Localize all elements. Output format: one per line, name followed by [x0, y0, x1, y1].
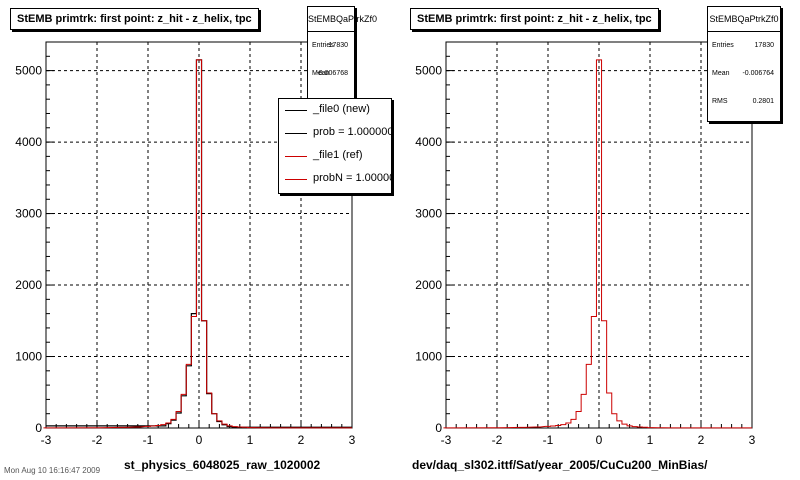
legend-line-probn — [285, 179, 307, 180]
left-series-ref — [43, 59, 352, 429]
right-y-tick-label: 3000 — [415, 207, 442, 221]
right-x-tick-label: 3 — [749, 433, 756, 447]
left-x-tick-label: -1 — [143, 433, 154, 447]
left-y-tick-label: 2000 — [15, 278, 42, 292]
left-y-tick-label: 1000 — [15, 350, 42, 364]
left-stats-name: StEMBQaPtrkZf0 — [308, 7, 377, 32]
right-x-tick-label: 2 — [698, 433, 705, 447]
left-x-tick-label: 2 — [298, 433, 305, 447]
right-x-tick-label: -2 — [492, 433, 503, 447]
left-x-tick-label: -3 — [41, 433, 52, 447]
footer-timestamp: Mon Aug 10 16:16:47 2009 — [4, 466, 101, 475]
left-stats-box: StEMBQaPtrkZf0 Entries 17830 Mean -0.006… — [307, 6, 377, 100]
right-y-tick-label: 4000 — [415, 135, 442, 149]
legend-entry-file0: _file0 (new) — [279, 99, 391, 122]
legend-label-file0: _file0 (new) — [313, 103, 370, 115]
legend-entry-prob: prob = 1.000000 — [279, 122, 391, 145]
right-stats-rms-row: RMS 0.2801 — [708, 88, 780, 116]
legend-line-prob — [285, 133, 307, 134]
left-y-tick-label: 4000 — [15, 135, 42, 149]
legend-box: _file0 (new) prob = 1.000000 _file1 (ref… — [278, 98, 392, 194]
left-y-tick-label: 3000 — [15, 207, 42, 221]
right-x-tick-label: 0 — [596, 433, 603, 447]
right-stats-mean-row: Mean -0.006764 — [708, 60, 780, 88]
left-x-axis-label: st_physics_6048025_raw_1020002 — [124, 458, 321, 472]
right-x-tick-label: 1 — [647, 433, 654, 447]
right-stats-mean-value: -0.006764 — [742, 70, 774, 77]
right-series-ref — [443, 59, 752, 429]
right-stats-rms-label: RMS — [712, 98, 728, 105]
right-y-tick-label: 1000 — [415, 350, 442, 364]
legend-line-file1 — [285, 156, 307, 157]
left-stats-mean-label: Mean — [312, 70, 330, 77]
right-stats-entries-row: Entries 17830 — [708, 32, 780, 60]
right-stats-entries-value: 17830 — [754, 42, 774, 49]
right-x-tick-label: -3 — [441, 433, 452, 447]
left-x-tick-label: 3 — [349, 433, 356, 447]
left-y-tick-label: 0 — [35, 421, 42, 435]
left-stats-mean-row: Mean -0.006768 — [308, 60, 354, 88]
left-x-tick-label: 1 — [247, 433, 254, 447]
left-stats-entries-label: Entries — [312, 42, 334, 49]
right-stats-mean-label: Mean — [712, 70, 730, 77]
right-stats-name: StEMBQaPtrkZf0 — [708, 7, 780, 32]
right-plot-title: StEMB primtrk: first point: z_hit - z_he… — [410, 8, 659, 30]
legend-label-prob: prob = 1.000000 — [313, 126, 392, 138]
right-stats-box: StEMBQaPtrkZf0 Entries 17830 Mean -0.006… — [707, 6, 781, 122]
left-stats-entries-value: 17830 — [328, 42, 348, 49]
right-x-axis-label: dev/daq_sl302.ittf/Sat/year_2005/CuCu200… — [412, 458, 708, 472]
right-y-tick-label: 2000 — [415, 278, 442, 292]
left-stats-entries-row: Entries 17830 — [308, 32, 354, 60]
right-x-tick-label: -1 — [543, 433, 554, 447]
legend-label-file1: _file1 (ref) — [313, 149, 363, 161]
right-y-tick-label: 0 — [435, 421, 442, 435]
left-x-tick-label: 0 — [196, 433, 203, 447]
left-x-tick-label: -2 — [92, 433, 103, 447]
right-y-tick-label: 5000 — [415, 64, 442, 78]
left-plot-title: StEMB primtrk: first point: z_hit - z_he… — [10, 8, 259, 30]
left-y-tick-label: 5000 — [15, 64, 42, 78]
right-stats-rms-value: 0.2801 — [752, 98, 774, 105]
left-stats-mean-value: -0.006768 — [316, 70, 348, 77]
right-stats-entries-label: Entries — [712, 42, 734, 49]
legend-entry-probn: probN = 1.000000 — [279, 168, 391, 191]
legend-entry-file1: _file1 (ref) — [279, 145, 391, 168]
legend-line-file0 — [285, 110, 307, 111]
legend-label-probn: probN = 1.000000 — [313, 172, 391, 184]
